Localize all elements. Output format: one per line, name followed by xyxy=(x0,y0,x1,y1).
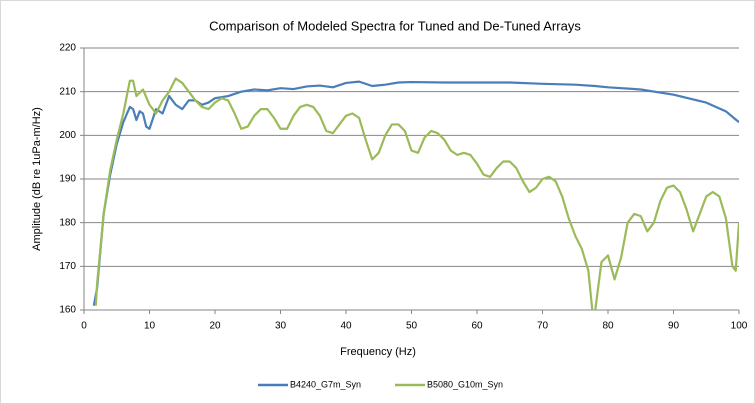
y-tick-label: 190 xyxy=(59,174,76,185)
plot-area xyxy=(92,77,739,310)
x-tick-label: 60 xyxy=(471,321,483,332)
chart-title: Comparison of Modeled Spectra for Tuned … xyxy=(209,18,581,33)
y-tick-label: 200 xyxy=(59,130,76,141)
y-tick-label: 180 xyxy=(59,217,76,228)
data-line xyxy=(92,80,739,306)
x-tick-label: 30 xyxy=(275,321,287,332)
legend-label: B4240_G7m_Syn xyxy=(290,379,361,389)
y-tick-label: 160 xyxy=(59,305,76,316)
x-tick-label: 80 xyxy=(602,321,614,332)
y-axis-title: Amplitude (dB re 1uPa-m/Hz) xyxy=(31,107,43,251)
x-tick-label: 10 xyxy=(144,321,156,332)
x-tick-label: 0 xyxy=(81,321,87,332)
x-tick-label: 90 xyxy=(668,321,680,332)
data-line xyxy=(94,77,739,310)
y-tick-label: 170 xyxy=(59,261,76,272)
x-tick-label: 20 xyxy=(209,321,221,332)
y-tick-label: 220 xyxy=(59,43,76,54)
x-tick-label: 40 xyxy=(340,321,352,332)
x-axis-title: Frequency (Hz) xyxy=(340,346,416,358)
x-tick-label: 100 xyxy=(731,321,748,332)
y-tick-label: 210 xyxy=(59,86,76,97)
x-tick-label: 50 xyxy=(406,321,418,332)
legend-label: B5080_G10m_Syn xyxy=(427,379,503,389)
x-tick-label: 70 xyxy=(537,321,549,332)
